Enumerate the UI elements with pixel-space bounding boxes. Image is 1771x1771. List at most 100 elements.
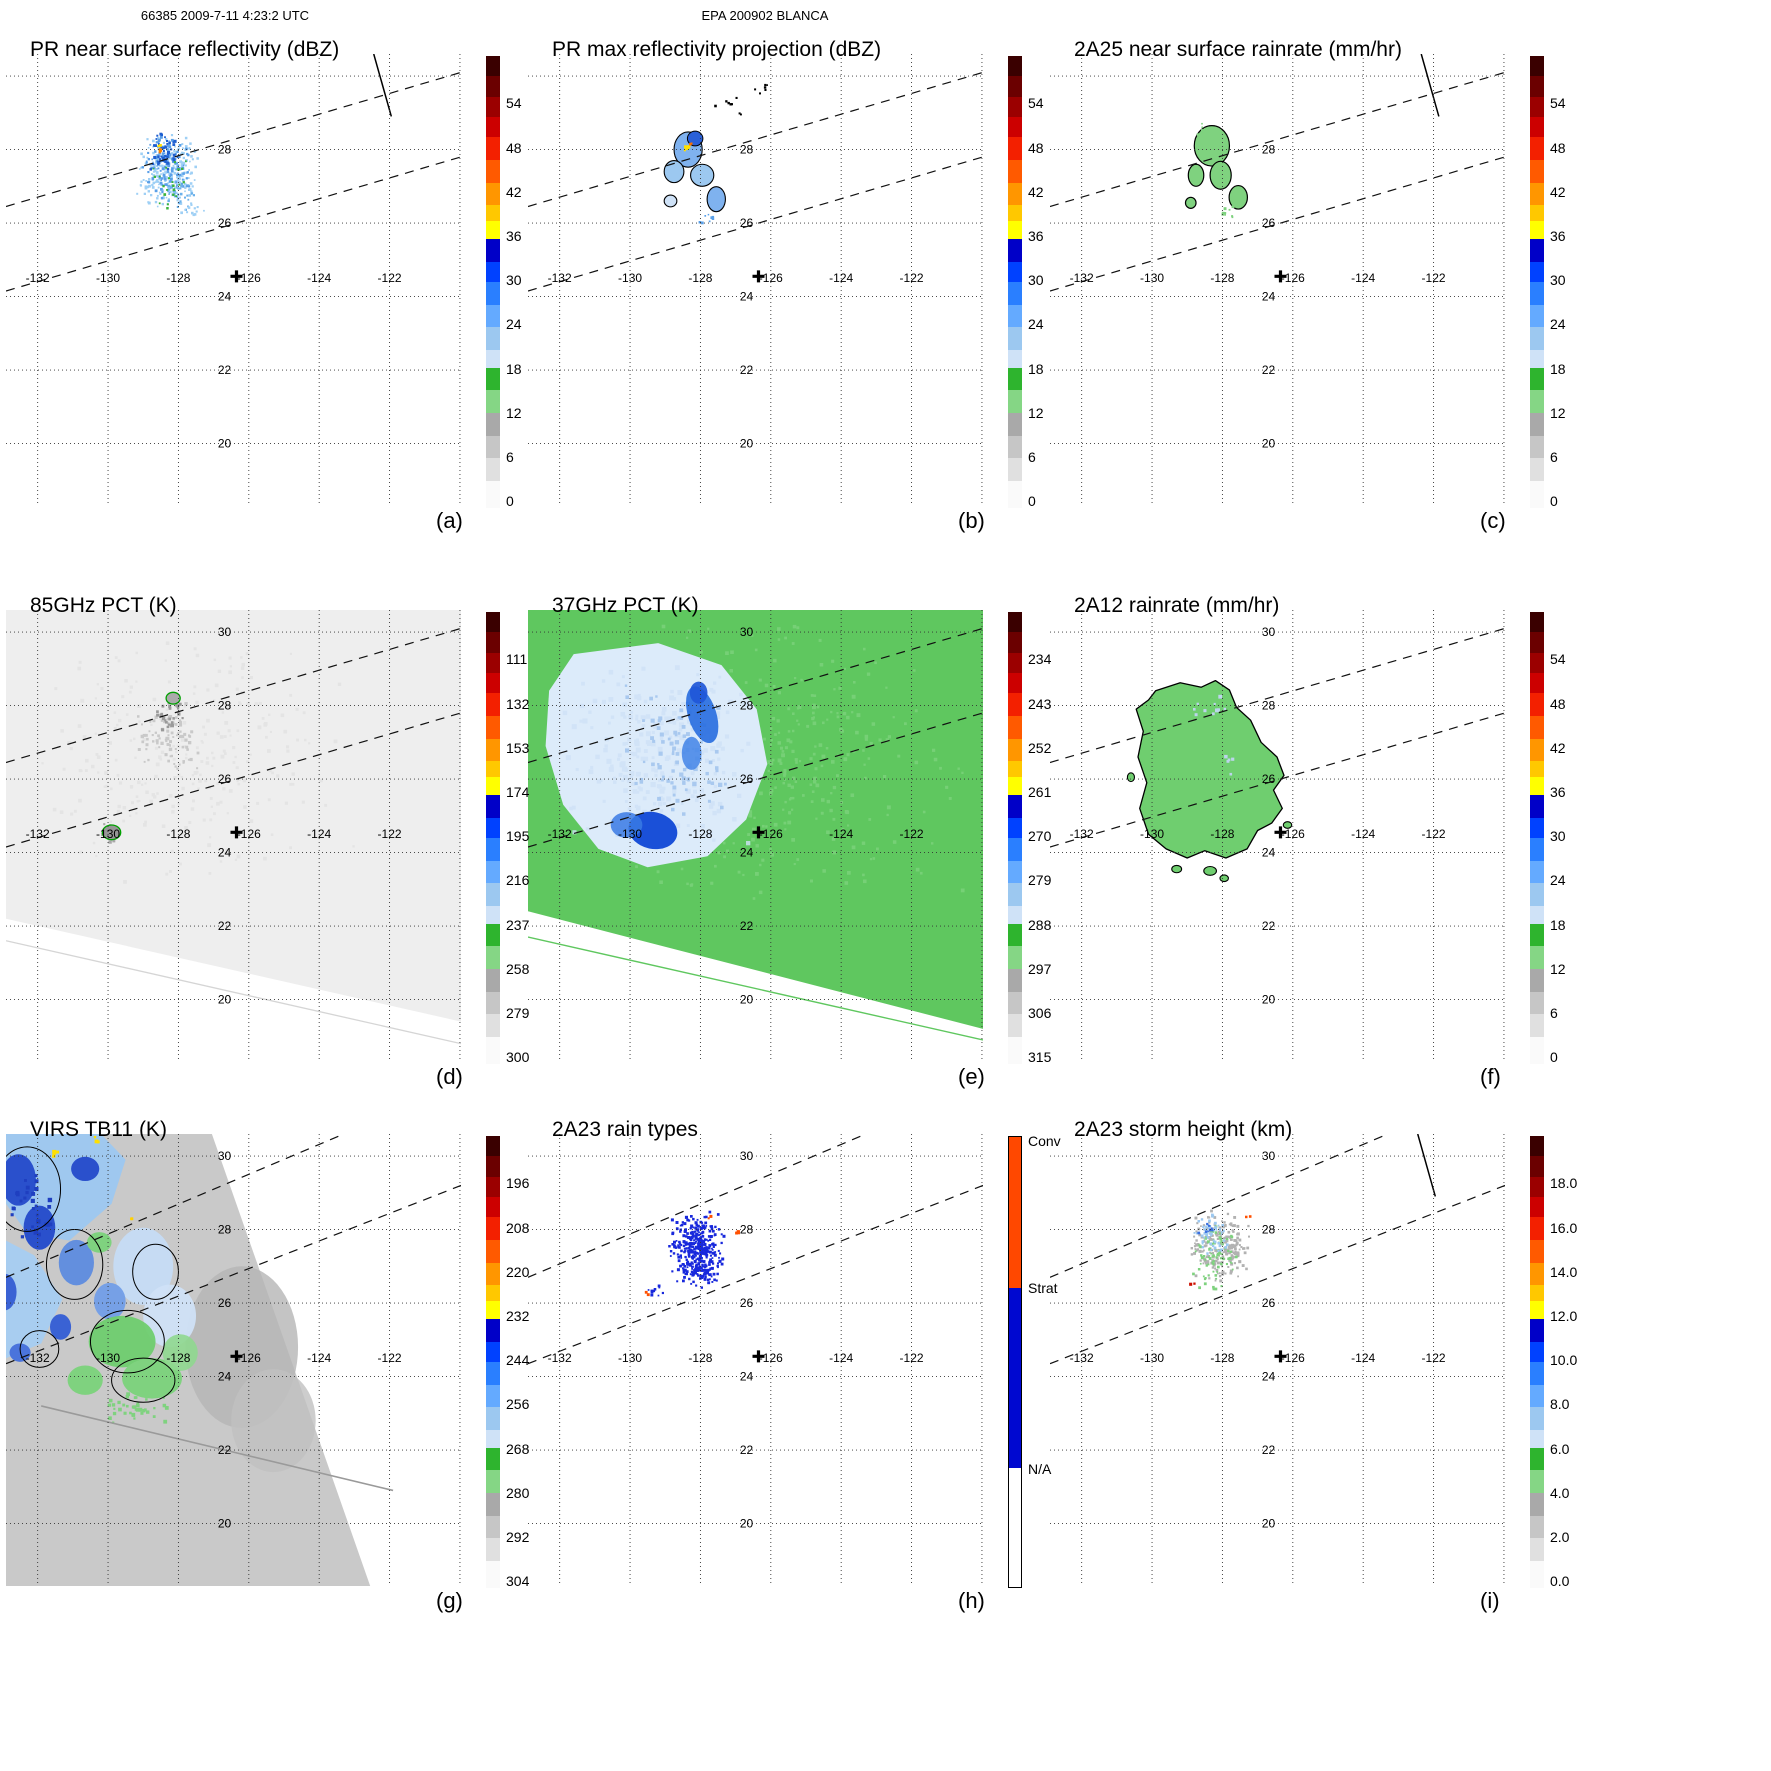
svg-text:28: 28 <box>740 699 754 713</box>
svg-text:-130: -130 <box>618 827 642 841</box>
colorbar-segment <box>1530 1136 1544 1157</box>
colorbar-segment <box>1008 182 1022 206</box>
colorbar-segment <box>1530 1560 1544 1588</box>
svg-text:22: 22 <box>1262 1443 1276 1457</box>
storm-name-header: EPA 200902 BLANCA <box>701 8 829 23</box>
colorbar-tick-label: 234 <box>1028 651 1052 668</box>
swath-fill-layer <box>6 610 461 1045</box>
panel-h-map: -132 -130 -128 -126 -124 -122 20 22 24 26 28 30 <box>528 1134 983 1586</box>
colorbar-tick-label: 48 <box>506 139 522 156</box>
colorbar-segment <box>486 673 500 694</box>
svg-text:22: 22 <box>1262 363 1276 377</box>
svg-text:26: 26 <box>218 216 232 230</box>
svg-text:26: 26 <box>218 772 232 786</box>
svg-text:30: 30 <box>740 1149 754 1163</box>
panel-i-title: 2A23 storm height (km) <box>1074 1118 1293 1141</box>
panel-b-title: PR max reflectivity projection (dBZ) <box>552 38 882 61</box>
colorbar-segment <box>486 1014 500 1037</box>
svg-text:-130: -130 <box>1140 1351 1164 1365</box>
colorbar-segment <box>1530 1176 1544 1198</box>
colorbar-tick-label: 4.0 <box>1550 1484 1570 1501</box>
colorbar-segment <box>1530 480 1544 508</box>
swath-edge-lines <box>1050 1134 1505 1365</box>
colorbar-segment <box>1530 261 1544 282</box>
colorbar-segment <box>1530 182 1544 206</box>
colorbar-tick-label: 24 <box>506 316 522 333</box>
colorbar-segment <box>1008 969 1022 992</box>
storm-center-marker <box>230 270 243 283</box>
panel-d-title: 85GHz PCT (K) <box>30 594 177 617</box>
colorbar-segment <box>486 761 500 777</box>
swath-edge-lines <box>528 1134 983 1365</box>
panel-g: VIRS TB11 (K) -132 -130 -128 -126 -124 -122 20… <box>0 1106 529 1630</box>
colorbar-segment <box>1009 1467 1021 1587</box>
colorbar-segment <box>1530 1285 1544 1301</box>
colorbar-segment <box>486 795 500 818</box>
svg-text:22: 22 <box>218 919 232 933</box>
colorbar-segment <box>486 860 500 884</box>
colorbar-segment <box>1008 905 1022 924</box>
panel-grid: PR near surface reflectivity (dBZ) -132-… <box>0 26 1577 1630</box>
colorbar-tick-label: 0 <box>1028 493 1036 510</box>
svg-text:-126: -126 <box>1281 271 1305 285</box>
graticule <box>6 54 461 506</box>
pixel-cluster <box>158 148 163 154</box>
colorbar-segment <box>1530 1447 1544 1471</box>
svg-text:-124: -124 <box>1351 271 1375 285</box>
svg-text:-126: -126 <box>1281 827 1305 841</box>
colorbar-segment <box>1008 304 1022 328</box>
svg-text:-126: -126 <box>237 1351 261 1365</box>
colorbar-segment <box>1008 435 1022 459</box>
panel-d-map: -132 -130 -128 -126 -124 -122 20 22 24 26 28 30 <box>6 610 461 1062</box>
colorbar-segment <box>1008 327 1022 350</box>
svg-text:-128: -128 <box>688 271 712 285</box>
storm-center-marker <box>752 270 765 283</box>
pixel-cluster <box>156 701 184 732</box>
svg-text:-130: -130 <box>96 271 120 285</box>
colorbar-segment <box>486 1407 500 1430</box>
svg-text:22: 22 <box>1262 919 1276 933</box>
panel-d: 85GHz PCT (K) -132 -130 -128 -126 -124 -122 20… <box>0 582 529 1106</box>
svg-text:-126: -126 <box>237 271 261 285</box>
axis-tick-labels: -132 -130 -128 -126 -124 -122 20 22 24 26 28 30 <box>548 1149 924 1530</box>
colorbar-segment <box>486 1036 500 1064</box>
colorbar-tick-label: 48 <box>1028 139 1044 156</box>
colorbar-tick-label: 42 <box>1550 739 1566 756</box>
pixel-cluster <box>107 1389 169 1424</box>
colorbar-segment <box>1530 1217 1544 1240</box>
svg-text:-132: -132 <box>1070 827 1094 841</box>
colorbar-tick-label: 54 <box>1550 95 1566 112</box>
axis-tick-labels: -132 -130 -128 -126 -124 -122 20 22 24 26 28 <box>26 143 402 451</box>
svg-text:-126: -126 <box>759 1351 783 1365</box>
colorbar-tick-label: 252 <box>1028 739 1052 756</box>
svg-text:-126: -126 <box>759 271 783 285</box>
colorbar-tick-label: 256 <box>506 1396 530 1413</box>
svg-text:-122: -122 <box>378 1351 402 1365</box>
colorbar-segment <box>486 327 500 350</box>
colorbar-tick-label: 36 <box>1028 228 1044 245</box>
colorbar-segment <box>486 1285 500 1301</box>
pixel-cluster <box>647 1284 664 1297</box>
colorbar-segment <box>486 1176 500 1198</box>
colorbar-segment <box>486 1197 500 1218</box>
colorbar-segment <box>486 969 500 992</box>
pixel-cluster <box>1245 1215 1252 1219</box>
storm-center-marker <box>1274 270 1287 283</box>
colorbar-tick-label: 232 <box>506 1308 530 1325</box>
panel-c-title: 2A25 near surface rainrate (mm/hr) <box>1074 38 1402 61</box>
colorbar-segment <box>486 304 500 328</box>
colorbar-tick-label: 174 <box>506 784 530 801</box>
panel-e: 37GHz PCT (K) -132 -130 -128 -126 -124 -122 20… <box>522 582 1051 1106</box>
colorbar-tick-label: N/A <box>1028 1461 1052 1478</box>
svg-text:-122: -122 <box>900 271 924 285</box>
graticule <box>6 1134 461 1586</box>
colorbar-segment <box>1008 837 1022 861</box>
colorbar-segment <box>486 159 500 183</box>
svg-text:20: 20 <box>740 437 754 451</box>
colorbar-segment <box>1008 117 1022 138</box>
colorbar-segment <box>1008 795 1022 818</box>
colorbar-tick-label: 30 <box>506 272 522 289</box>
colorbar-tick-label: 306 <box>1028 1005 1052 1022</box>
colorbar-segment <box>486 923 500 947</box>
colorbar-segment <box>486 776 500 796</box>
